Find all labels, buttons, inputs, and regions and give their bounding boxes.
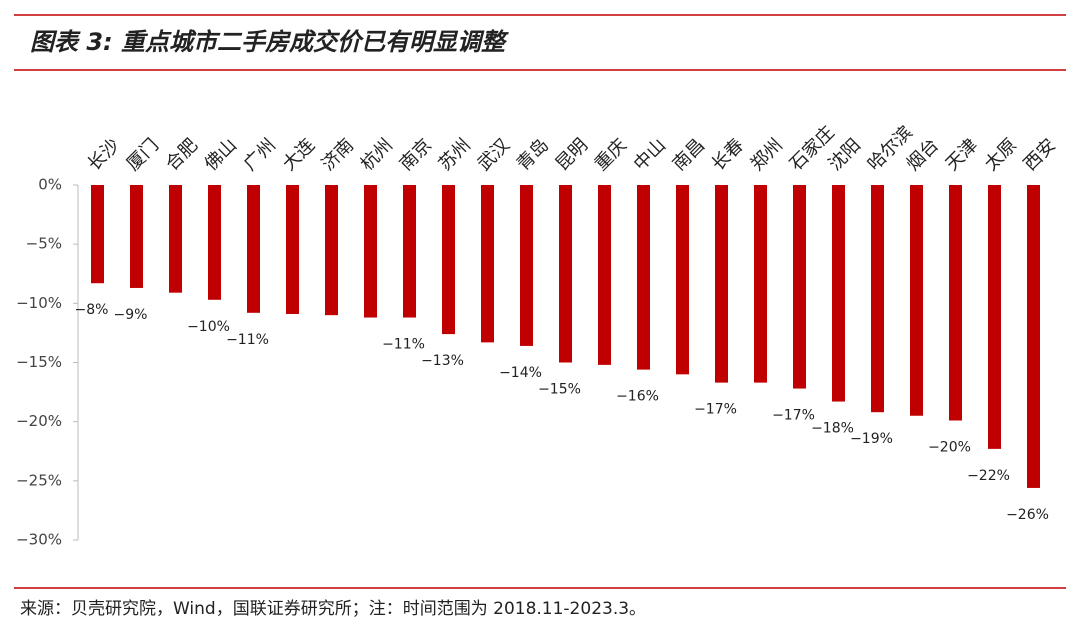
x-tick-label: 西安	[1020, 135, 1060, 175]
x-tick-label: 太原	[981, 135, 1021, 175]
bar	[91, 185, 104, 284]
bar	[208, 185, 221, 300]
value-label: −8%	[75, 302, 109, 318]
value-label: −11%	[226, 332, 269, 348]
x-tick-label: 长沙	[84, 135, 124, 175]
y-tick-label: −30%	[16, 531, 62, 549]
y-tick-label: 0%	[38, 176, 62, 194]
bar	[481, 185, 494, 343]
x-tick-label: 厦门	[123, 135, 163, 175]
value-label: −18%	[811, 421, 854, 437]
x-tick-label: 合肥	[162, 135, 202, 175]
chart-title: 图表 3: 重点城市二手房成交价已有明显调整	[30, 28, 509, 56]
bar	[442, 185, 455, 335]
bar	[793, 185, 806, 389]
x-tick-label: 济南	[318, 135, 358, 175]
x-tick-label: 杭州	[357, 135, 397, 175]
x-tick-label: 长春	[708, 135, 748, 175]
value-label: −10%	[187, 319, 230, 335]
bar	[715, 185, 728, 383]
x-tick-label: 重庆	[591, 135, 631, 175]
x-tick-label: 大连	[279, 135, 319, 175]
y-tick-label: −25%	[16, 471, 62, 489]
bar	[559, 185, 572, 363]
x-tick-label: 郑州	[747, 135, 787, 175]
bar	[949, 185, 962, 421]
x-tick-label: 南京	[396, 135, 436, 175]
bar	[403, 185, 416, 318]
bar	[598, 185, 611, 365]
bar	[871, 185, 884, 413]
value-label: −14%	[499, 365, 542, 381]
value-label: −17%	[694, 402, 737, 418]
x-tick-label: 广州	[240, 135, 280, 175]
bar	[247, 185, 260, 313]
bar	[1027, 185, 1040, 488]
value-label: −17%	[772, 408, 815, 424]
bar	[364, 185, 377, 318]
value-label: −20%	[928, 439, 971, 455]
bar	[676, 185, 689, 375]
bar	[325, 185, 338, 316]
bar	[832, 185, 845, 402]
bar	[754, 185, 767, 383]
value-label: −16%	[616, 389, 659, 405]
x-tick-label: 南昌	[669, 135, 709, 175]
value-label: −19%	[850, 431, 893, 447]
bar	[910, 185, 923, 416]
value-label: −9%	[114, 307, 148, 323]
x-tick-label: 昆明	[552, 135, 592, 175]
x-tick-label: 天津	[942, 135, 982, 175]
x-tick-label: 佛山	[201, 135, 241, 175]
bar	[130, 185, 143, 288]
value-label: −11%	[382, 337, 425, 353]
bar	[520, 185, 533, 346]
x-tick-label: 青岛	[513, 135, 553, 175]
bar	[637, 185, 650, 370]
x-tick-label: 中山	[630, 135, 670, 175]
y-tick-label: −20%	[16, 412, 62, 430]
bar	[988, 185, 1001, 449]
bar	[286, 185, 299, 314]
x-tick-label: 苏州	[435, 135, 475, 175]
value-label: −26%	[1006, 507, 1049, 523]
value-label: −13%	[421, 353, 464, 369]
x-tick-label: 武汉	[474, 135, 514, 175]
source-note: 来源：贝壳研究院，Wind，国联证券研究所；注：时间范围为 2018.11-20…	[20, 599, 646, 619]
y-tick-label: −15%	[16, 353, 62, 371]
value-label: −15%	[538, 382, 581, 398]
y-tick-label: −5%	[26, 235, 62, 253]
bar	[169, 185, 182, 293]
y-tick-label: −10%	[16, 294, 62, 312]
value-label: −22%	[967, 468, 1010, 484]
